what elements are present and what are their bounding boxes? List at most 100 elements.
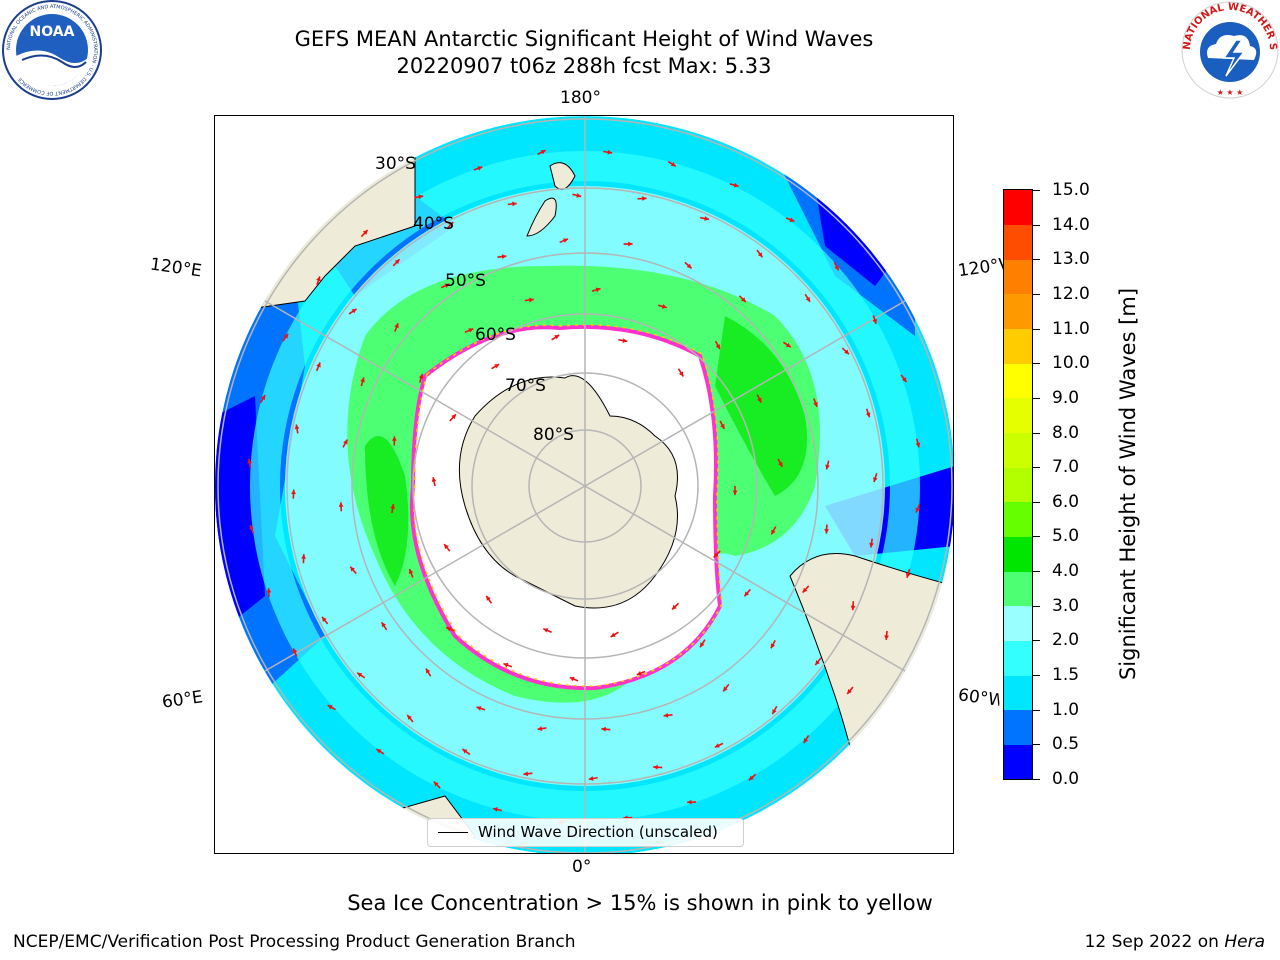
colorbar-tick-label: 10.0 (1052, 353, 1090, 374)
colorbar-tick-label: 6.0 (1052, 491, 1080, 512)
wave-direction-arrowhead (391, 436, 397, 441)
wave-direction-arrowhead (723, 686, 728, 692)
wave-direction-arrowhead (815, 660, 820, 666)
wave-direction-arrowhead (588, 776, 594, 781)
wave-direction-arrowhead (872, 318, 878, 324)
wave-direction-arrowhead (537, 726, 543, 731)
colorbar-segment (1004, 501, 1032, 537)
colorbar-tick-label: 9.0 (1052, 387, 1080, 408)
lon-label-60w: 60°W (956, 685, 1002, 711)
wave-direction-arrowhead (824, 529, 830, 534)
wave-direction-arrowhead (741, 297, 746, 303)
wave-direction-arrowhead (905, 572, 911, 578)
wave-direction-arrowhead (757, 252, 763, 258)
wave-direction-arrowhead (494, 364, 500, 369)
wind-wave-arrows (247, 149, 921, 825)
chart-subtitle: 20220907 t06z 288h fcst Max: 5.33 (396, 54, 772, 78)
colorbar-segment (1004, 190, 1032, 226)
colorbar-segment (1004, 709, 1032, 745)
wave-direction-arrowhead (294, 424, 300, 430)
wave-direction-arrowhead (915, 442, 921, 448)
wave-direction-arrowhead (338, 502, 344, 507)
wave-direction-arrowhead (418, 194, 424, 200)
wave-direction-arrowhead (512, 201, 517, 207)
colorbar-tick-label: 0.5 (1052, 734, 1080, 755)
wave-direction-arrowhead (670, 161, 676, 167)
wave-direction-arrowhead (850, 605, 856, 611)
wave-direction-arrowhead (444, 544, 449, 550)
wave-direction-arrowhead (601, 726, 606, 732)
wave-direction-arrowhead (715, 344, 720, 350)
wave-direction-arrowhead (672, 604, 677, 610)
lon-label-60e: 60°E (160, 687, 205, 713)
wave-direction-arrowhead (901, 377, 907, 383)
colorbar-segment (1004, 605, 1032, 641)
wave-direction-arrowhead (418, 373, 424, 379)
nws-logo: NATIONAL WEATHER SERVICE ★ ★ ★ (1178, 0, 1279, 99)
wave-direction-arrowhead (569, 676, 575, 682)
colorbar-segment (1004, 571, 1032, 607)
colorbar-tick (1033, 605, 1040, 607)
wave-direction-arrowhead (357, 672, 363, 678)
colorbar-tick (1033, 640, 1040, 642)
footer-date: 12 Sep 2022 on Hera (1085, 932, 1265, 952)
wave-direction-arrowhead (477, 166, 483, 171)
wave-direction-arrowhead (394, 323, 399, 329)
wave-direction-arrowhead (653, 764, 658, 770)
wave-direction-arrowhead (865, 412, 871, 418)
colorbar-segment (1004, 363, 1032, 399)
wave-direction-arrowhead (628, 241, 633, 247)
legend-line-swatch (438, 832, 468, 833)
wave-direction-arrowhead (678, 371, 684, 377)
map-panel: 30°S 40°S 50°S 60°S 70°S 80°S (214, 115, 954, 854)
wave-direction-arrowhead (700, 642, 705, 648)
wave-direction-arrowhead (622, 338, 628, 343)
wave-direction-arrowhead (847, 689, 852, 694)
colorbar-tick-label: 1.0 (1052, 699, 1080, 720)
colorbar-tick (1033, 190, 1040, 191)
wave-direction-arrowhead (407, 714, 412, 720)
colorbar-tick-label: 1.5 (1052, 665, 1080, 686)
chart-title: GEFS MEAN Antarctic Significant Height o… (294, 27, 874, 51)
wave-direction-arrowhead (636, 670, 642, 676)
colorbar-tick-label: 11.0 (1052, 318, 1090, 339)
wave-direction-arrowhead (805, 296, 811, 302)
wave-direction-arrowhead (376, 749, 382, 754)
wave-direction-arrowhead (529, 297, 534, 303)
wave-direction-arrowhead (554, 334, 560, 340)
svg-text:★ ★ ★: ★ ★ ★ (1217, 88, 1244, 97)
wave-direction-arrowhead (607, 149, 613, 155)
noaa-text: NOAA (30, 24, 75, 40)
colorbar-tick-label: 4.0 (1052, 561, 1080, 582)
wave-direction-arrowhead (501, 254, 507, 259)
wave-direction-arrowhead (291, 489, 296, 495)
wave-direction-arrowhead (266, 588, 272, 593)
sea-ice-note: Sea Ice Concentration > 15% is shown in … (347, 891, 933, 915)
wave-direction-arrowhead (362, 230, 368, 235)
colorbar-tick (1033, 467, 1040, 469)
wave-direction-arrowhead (343, 439, 348, 445)
wave-direction-arrowhead (316, 276, 321, 282)
lat-label-40s: 40°S (413, 214, 454, 234)
wave-direction-arrowhead (431, 477, 437, 483)
colorbar-tick (1033, 328, 1040, 330)
wave-direction-arrowhead (748, 775, 754, 781)
colorbar-segment (1004, 224, 1032, 260)
colorbar-tick (1033, 675, 1040, 677)
wave-direction-arrowhead (733, 182, 739, 188)
colorbar-tick-label: 14.0 (1052, 214, 1090, 235)
wave-direction-arrowhead (476, 706, 482, 711)
longitude-grid (264, 116, 906, 853)
wave-direction-arrowhead (408, 569, 414, 575)
colorbar-segment (1004, 640, 1032, 676)
sea-ice-edge (413, 324, 723, 687)
wave-direction-arrowhead (834, 265, 839, 271)
colorbar-tick (1033, 501, 1040, 503)
wave-field-4m (715, 316, 807, 496)
wave-direction-arrowhead (884, 635, 889, 640)
colorbar-tick (1033, 571, 1040, 573)
wave-direction-arrowhead (713, 552, 719, 558)
colorbar-tick-label: 8.0 (1052, 422, 1080, 443)
wave-direction-arrowhead (292, 648, 298, 654)
colorbar-segment (1004, 536, 1032, 572)
